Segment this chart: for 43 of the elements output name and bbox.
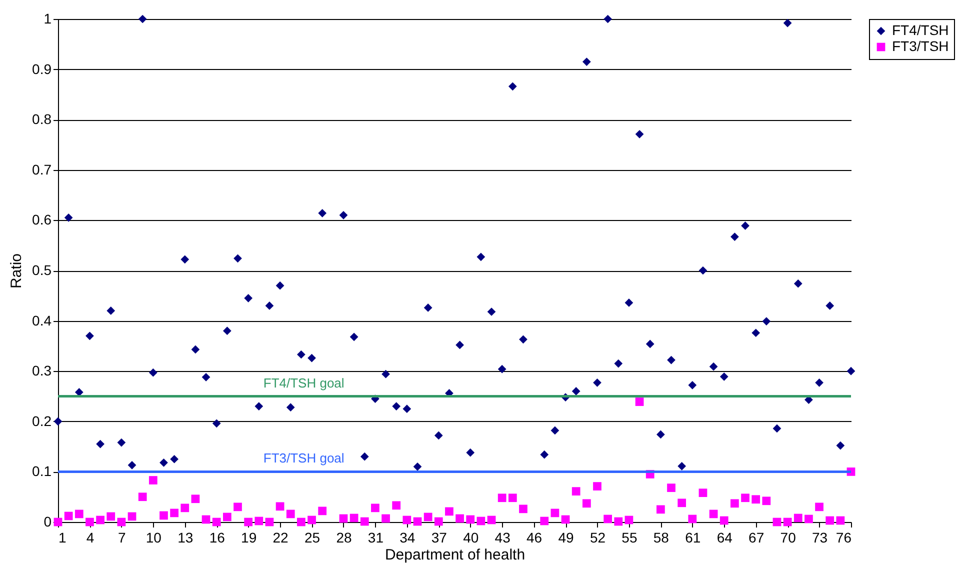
y-tick-label: 0.6 [32,212,52,228]
ref-line-label: FT3/TSH goal [263,450,344,466]
y-tick-label: 0.1 [32,463,52,480]
x-tick-label: 67 [748,530,764,546]
x-tick-label: 28 [336,530,352,546]
x-tick-label: 43 [494,530,511,546]
x-tick-label: 19 [241,530,257,546]
x-tick-label: 46 [526,530,542,546]
legend-label: FT3/TSH [892,38,949,54]
y-tick-label: 0.4 [32,312,52,328]
y-tick-label: 0.7 [32,161,52,178]
x-tick-label: 13 [178,530,194,546]
y-tick-label: 1 [44,10,52,26]
x-tick-label: 40 [463,530,479,546]
x-tick-label: 7 [118,530,126,546]
x-tick-label: 25 [304,530,320,546]
ref-line-label: FT4/TSH goal [263,375,344,390]
y-tick-label: 0.9 [32,60,52,77]
x-tick-label: 22 [272,530,289,546]
y-tick-label: 0 [44,514,52,530]
x-tick-label: 4 [86,530,94,546]
x-tick-label: 34 [400,530,416,546]
y-axis-title: Ratio [8,253,26,289]
x-tick-label: 31 [368,530,384,546]
legend-label: FT4/TSH [892,22,949,38]
y-tick-label: 0.5 [32,262,52,278]
x-tick-label: 64 [716,530,733,546]
x-tick-label: 55 [622,530,638,546]
y-tick-label: 0.3 [32,362,52,379]
x-tick-label: 58 [653,530,670,546]
x-tick-label: 37 [431,530,448,546]
y-tick-label: 0.8 [32,111,52,128]
x-tick-label: 1 [58,530,66,546]
x-tick-label: 10 [146,530,162,546]
x-tick-label: 61 [685,530,701,546]
x-axis-title: Department of health [384,546,526,564]
x-tick-label: 76 [836,530,852,546]
x-tick-label: 49 [558,530,574,546]
x-tick-label: 52 [590,530,606,546]
y-tick-label: 0.2 [32,412,52,429]
x-tick-label: 70 [780,530,796,546]
x-tick-label: 73 [812,530,828,546]
x-tick-label: 16 [209,530,226,546]
